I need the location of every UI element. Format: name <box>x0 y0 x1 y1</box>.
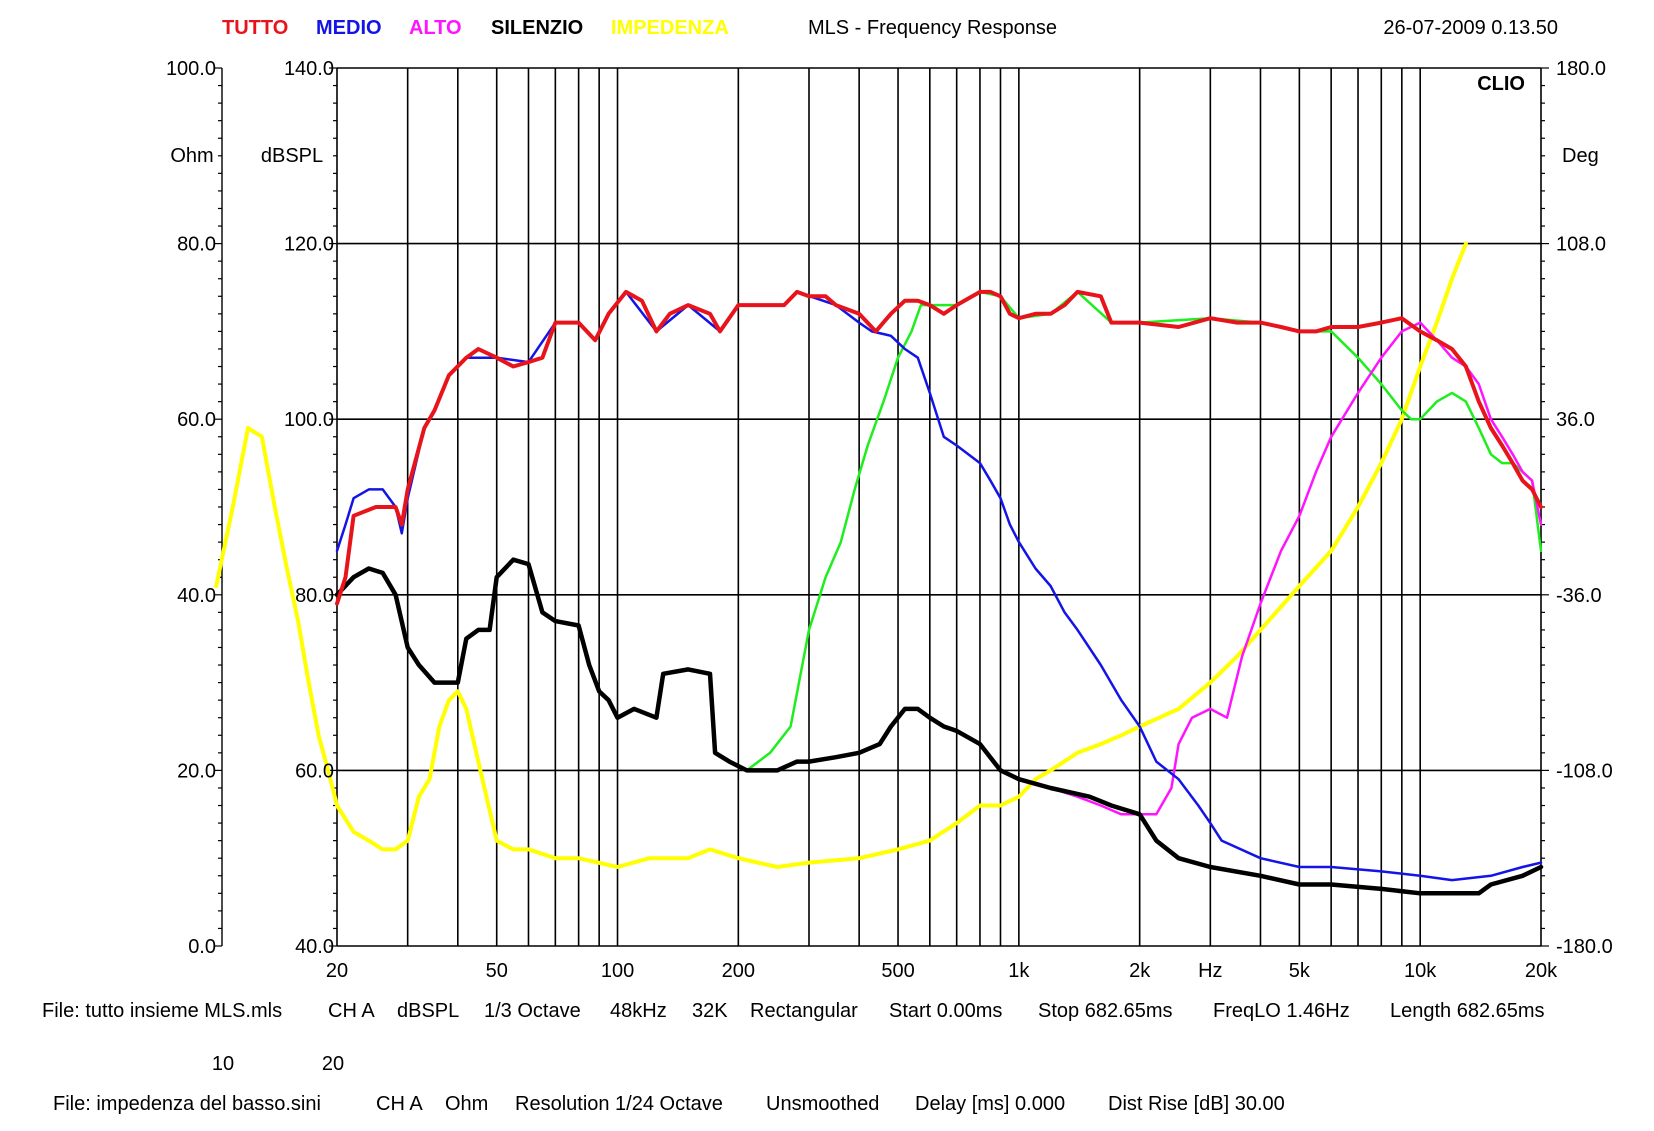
footer-info-line1: File: tutto insieme MLS.mls <box>42 1000 282 1022</box>
legend-tutto: TUTTO <box>222 17 288 39</box>
footer-info-line1: Stop 682.65ms <box>1038 1000 1173 1022</box>
header: TUTTO MEDIO ALTO SILENZIO IMPEDENZA MLS … <box>222 17 1558 39</box>
ohm-tick-label: 20.0 <box>177 760 216 782</box>
x-tick-label: 5k <box>1289 960 1311 982</box>
series-tutto <box>335 289 1543 606</box>
ohm-tick-label: 100.0 <box>166 58 216 80</box>
chart-title: MLS - Frequency Response <box>808 17 1057 39</box>
dbspl-tick-label: 80.0 <box>295 585 334 607</box>
footer-extra-tick: 20 <box>322 1053 344 1075</box>
series-silenzio <box>334 557 1544 896</box>
x-tick-label: 2k <box>1129 960 1151 982</box>
x-tick-label: 50 <box>486 960 508 982</box>
dbspl-tick-label: 60.0 <box>295 760 334 782</box>
footer-info-line3: CH A <box>376 1093 423 1115</box>
series-medio <box>335 290 1543 882</box>
ohm-tick-label: 40.0 <box>177 585 216 607</box>
x-tick-label: 20k <box>1525 960 1558 982</box>
x-tick-label: 1k <box>1008 960 1030 982</box>
dbspl-tick-label: 120.0 <box>284 234 334 256</box>
footer-info-line1: dBSPL <box>397 1000 459 1022</box>
footer-info-line1: 48kHz <box>610 1000 667 1022</box>
x-tick-label: 20 <box>326 960 348 982</box>
ohm-tick-label: 60.0 <box>177 409 216 431</box>
x-tick-label: 200 <box>722 960 755 982</box>
brand-label: CLIO <box>1477 73 1525 95</box>
x-tick-label: 500 <box>881 960 914 982</box>
deg-axis-unit: Deg <box>1562 145 1599 167</box>
dbspl-tick-label: 100.0 <box>284 409 334 431</box>
legend-medio: MEDIO <box>316 17 382 39</box>
footer-info-line1: FreqLO 1.46Hz <box>1213 1000 1350 1022</box>
series-impedenza <box>214 241 1468 869</box>
dbspl-axis-unit: dBSPL <box>261 145 323 167</box>
grid <box>221 67 1542 947</box>
footer-info-line1: Rectangular <box>750 1000 858 1022</box>
footer-info-line3: File: impedenza del basso.sini <box>53 1093 321 1115</box>
footer-info-line3: Unsmoothed <box>766 1093 879 1115</box>
series-alto <box>1049 321 1543 816</box>
footer-info-line1: Start 0.00ms <box>889 1000 1002 1022</box>
footer-info-line1: CH A <box>328 1000 375 1022</box>
series-lines <box>214 241 1544 896</box>
deg-tick-label: -108.0 <box>1556 760 1613 782</box>
timestamp: 26-07-2009 0.13.50 <box>1383 17 1558 39</box>
deg-tick-label: 180.0 <box>1556 58 1606 80</box>
legend-alto: ALTO <box>409 17 462 39</box>
ohm-axis-unit: Ohm <box>170 145 213 167</box>
footer-extra-tick: 10 <box>212 1053 234 1075</box>
footer-info-line1: 1/3 Octave <box>484 1000 581 1022</box>
legend-silenzio: SILENZIO <box>491 17 583 39</box>
ohm-tick-label: 0.0 <box>188 936 216 958</box>
dbspl-tick-label: 140.0 <box>284 58 334 80</box>
ohm-tick-label: 80.0 <box>177 234 216 256</box>
footer-info-line3: Ohm <box>445 1093 488 1115</box>
dbspl-tick-label: 40.0 <box>295 936 334 958</box>
x-tick-label: 100 <box>601 960 634 982</box>
deg-tick-label: -180.0 <box>1556 936 1613 958</box>
x-tick-label: 10k <box>1404 960 1437 982</box>
deg-tick-label: 108.0 <box>1556 234 1606 256</box>
deg-tick-label: -36.0 <box>1556 585 1602 607</box>
legend-impedenza: IMPEDENZA <box>611 17 729 39</box>
axis-labels: 0.0 20.0 40.0 60.0 80.0 100.0 40.0 60.0 80.0 100.… <box>42 58 1613 1115</box>
footer-info-line3: Delay [ms] 0.000 <box>915 1093 1065 1115</box>
footer-info-line1: Length 682.65ms <box>1390 1000 1545 1022</box>
footer-info-line3: Resolution 1/24 Octave <box>515 1093 723 1115</box>
x-tick-label: Hz <box>1198 960 1222 982</box>
deg-tick-label: 36.0 <box>1556 409 1595 431</box>
footer-info-line1: 32K <box>692 1000 728 1022</box>
footer-info-line3: Dist Rise [dB] 30.00 <box>1108 1093 1285 1115</box>
